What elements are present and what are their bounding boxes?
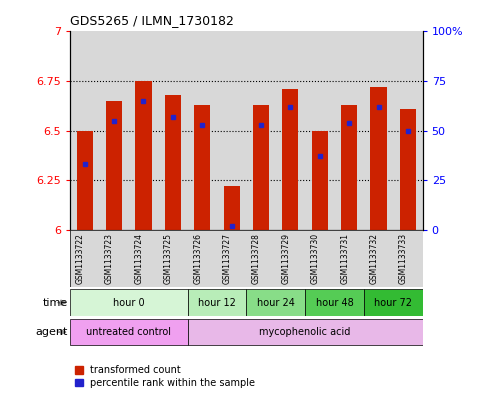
Bar [341,105,357,230]
Bar [393,31,423,230]
Bar [187,289,246,316]
Text: agent: agent [35,327,68,337]
Bar [187,230,217,287]
Bar [334,31,364,230]
Bar [276,31,305,230]
Bar [364,31,393,230]
Text: GSM1133729: GSM1133729 [282,233,290,284]
Text: GSM1133731: GSM1133731 [340,233,349,284]
Bar [224,186,240,230]
Text: hour 72: hour 72 [374,298,412,308]
Text: GSM1133722: GSM1133722 [76,233,85,284]
Bar [246,289,305,316]
Bar [77,130,93,230]
Text: hour 24: hour 24 [257,298,295,308]
Text: hour 12: hour 12 [198,298,236,308]
Bar [246,31,276,230]
Bar [312,130,328,230]
Bar [217,230,246,287]
Bar [165,95,181,230]
Bar [70,230,99,287]
Bar [70,31,99,230]
Bar [187,31,217,230]
Bar [276,230,305,287]
Bar [253,105,269,230]
Bar [217,31,246,230]
Bar [370,87,386,230]
Text: hour 0: hour 0 [113,298,144,308]
Bar [158,230,187,287]
Text: GSM1133725: GSM1133725 [164,233,173,284]
Bar [70,319,187,345]
Text: GSM1133727: GSM1133727 [223,233,232,284]
Text: GSM1133728: GSM1133728 [252,233,261,284]
Bar [135,81,152,230]
Text: GSM1133724: GSM1133724 [134,233,143,284]
Bar [334,230,364,287]
Bar [283,89,298,230]
Text: GSM1133723: GSM1133723 [105,233,114,284]
Text: GSM1133730: GSM1133730 [311,233,320,284]
Text: GSM1133726: GSM1133726 [193,233,202,284]
Bar [99,31,129,230]
Bar [400,109,416,230]
Bar [194,105,210,230]
Bar [158,31,187,230]
Bar [246,230,276,287]
Bar [99,230,129,287]
Bar [129,31,158,230]
Bar [106,101,122,230]
Legend: transformed count, percentile rank within the sample: transformed count, percentile rank withi… [75,365,256,388]
Text: untreated control: untreated control [86,327,171,337]
Text: GSM1133732: GSM1133732 [369,233,379,284]
Bar [187,319,423,345]
Bar [129,230,158,287]
Text: mycophenolic acid: mycophenolic acid [259,327,351,337]
Text: GSM1133733: GSM1133733 [399,233,408,284]
Bar [305,289,364,316]
Text: hour 48: hour 48 [315,298,354,308]
Bar [305,230,335,287]
Bar [364,289,423,316]
Text: GDS5265 / ILMN_1730182: GDS5265 / ILMN_1730182 [70,15,234,28]
Bar [393,230,423,287]
Bar [70,289,187,316]
Text: time: time [43,298,68,308]
Bar [364,230,393,287]
Bar [305,31,335,230]
